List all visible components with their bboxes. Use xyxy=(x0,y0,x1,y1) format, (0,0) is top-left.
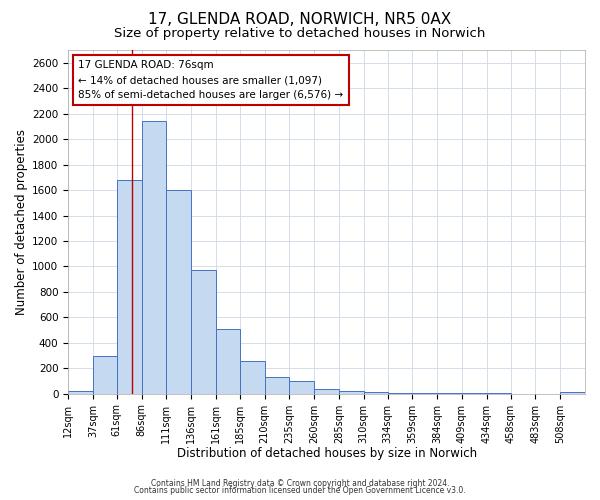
Bar xyxy=(265,377,289,394)
Bar xyxy=(93,356,117,394)
Bar xyxy=(314,388,339,394)
Text: Contains public sector information licensed under the Open Government Licence v3: Contains public sector information licen… xyxy=(134,486,466,495)
Bar xyxy=(166,190,191,394)
Text: 17, GLENDA ROAD, NORWICH, NR5 0AX: 17, GLENDA ROAD, NORWICH, NR5 0AX xyxy=(148,12,452,28)
Text: 17 GLENDA ROAD: 76sqm
← 14% of detached houses are smaller (1,097)
85% of semi-d: 17 GLENDA ROAD: 76sqm ← 14% of detached … xyxy=(79,60,344,100)
Bar xyxy=(191,270,216,394)
Text: Size of property relative to detached houses in Norwich: Size of property relative to detached ho… xyxy=(115,28,485,40)
Bar xyxy=(364,392,388,394)
Bar xyxy=(240,362,265,394)
Bar xyxy=(289,381,314,394)
Text: Contains HM Land Registry data © Crown copyright and database right 2024.: Contains HM Land Registry data © Crown c… xyxy=(151,478,449,488)
Bar xyxy=(68,391,93,394)
Y-axis label: Number of detached properties: Number of detached properties xyxy=(15,129,28,315)
Bar xyxy=(388,393,412,394)
Bar xyxy=(142,122,166,394)
Bar xyxy=(412,393,437,394)
X-axis label: Distribution of detached houses by size in Norwich: Distribution of detached houses by size … xyxy=(176,447,476,460)
Bar xyxy=(117,180,142,394)
Bar xyxy=(560,392,585,394)
Bar xyxy=(339,391,364,394)
Bar xyxy=(216,329,240,394)
